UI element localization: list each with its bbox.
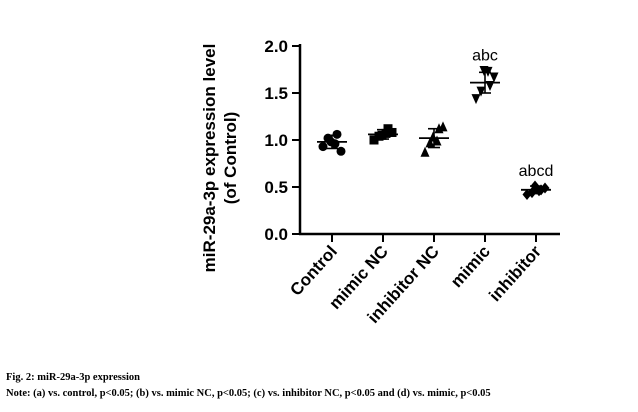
data-point: [387, 127, 397, 137]
data-point: [476, 86, 486, 97]
y-tick-label: 2.0: [264, 37, 288, 56]
data-point: [428, 131, 438, 142]
data-point: [489, 72, 499, 83]
scatter-dot-plot: miR-29a-3p expression level (of Control) …: [200, 37, 560, 327]
data-point: [332, 129, 342, 139]
data-marks: abc abcd: [317, 47, 554, 201]
group-inhibitor: abcd: [519, 163, 554, 201]
data-point: [318, 142, 328, 152]
y-axis-label: miR-29a-3p expression level (of Control): [200, 44, 240, 273]
y-tick-label: 0.0: [264, 225, 288, 244]
data-point: [471, 94, 481, 105]
y-tick-label: 1.5: [264, 84, 288, 103]
group-mimic: abc: [470, 47, 500, 105]
figure-note: Note: (a) vs. control, p<0.05; (b) vs. m…: [6, 388, 491, 399]
group-mimic-nc: [368, 124, 398, 145]
data-point: [438, 121, 448, 132]
group-control: [317, 129, 347, 156]
data-point: [420, 146, 430, 157]
significance-label: abc: [472, 47, 498, 64]
figure-title: Fig. 2: miR-29a-3p expression: [6, 372, 140, 383]
y-axis-title-line2: (of Control): [221, 112, 240, 205]
data-point: [369, 135, 379, 145]
significance-label: abcd: [519, 163, 554, 180]
x-tick-label: inhibitor: [485, 242, 545, 306]
y-ticks: 0.0 0.5 1.0 1.5 2.0: [264, 37, 300, 244]
x-tick-label: mimic: [447, 242, 494, 291]
data-point: [336, 146, 346, 156]
y-axis-title-line1: miR-29a-3p expression level: [200, 44, 219, 273]
y-tick-label: 1.0: [264, 131, 288, 150]
data-point: [381, 128, 391, 138]
data-point: [425, 137, 435, 148]
y-tick-label: 0.5: [264, 178, 288, 197]
group-inhibitor-nc: [419, 121, 449, 157]
